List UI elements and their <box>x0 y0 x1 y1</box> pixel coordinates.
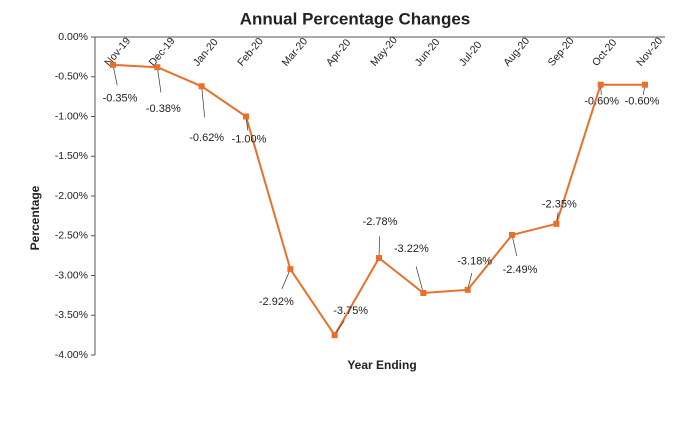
data-label: -1.00% <box>232 133 267 145</box>
x-axis-title: Year Ending <box>347 358 416 372</box>
data-point <box>110 61 116 68</box>
x-tick-label: Nov-19 <box>102 35 133 69</box>
y-tick-label: -0.50% <box>55 71 88 83</box>
x-tick-label: Aug-20 <box>501 35 532 69</box>
leader-line <box>112 64 118 86</box>
y-tick-label: 0.00% <box>58 31 88 43</box>
data-label: -2.49% <box>503 264 538 276</box>
leader-line <box>378 236 380 259</box>
data-point <box>331 332 338 339</box>
x-tick-label: Jan-20 <box>191 36 221 68</box>
y-tick-label: -3.00% <box>55 269 88 281</box>
x-tick-label: Dec-19 <box>147 35 178 69</box>
y-tick-label: -4.00% <box>55 349 88 361</box>
leader-line <box>156 67 162 93</box>
x-tick-label: Feb-20 <box>235 35 266 68</box>
x-tick-label: Oct-20 <box>590 37 620 69</box>
leader-line <box>201 86 206 118</box>
leader-line <box>511 234 518 257</box>
data-label: -2.78% <box>363 216 398 228</box>
data-point <box>243 113 249 120</box>
y-tick-label: -1.00% <box>55 110 88 122</box>
data-point <box>420 289 427 296</box>
x-tick-label: Jun-20 <box>413 36 443 68</box>
leader-line <box>415 266 424 294</box>
x-tick-label: Apr-20 <box>324 37 354 69</box>
x-tick-label: Sep-20 <box>546 35 577 69</box>
data-point <box>198 83 205 90</box>
data-point <box>464 286 471 293</box>
data-point <box>553 220 560 227</box>
y-tick-label: -1.50% <box>55 150 88 162</box>
x-tick-label: Jul-20 <box>457 39 485 69</box>
leader-line <box>281 269 291 290</box>
data-point <box>509 231 515 238</box>
y-tick-label: -2.50% <box>55 230 88 242</box>
data-label: -0.38% <box>146 103 181 115</box>
data-label: -3.75% <box>333 305 368 317</box>
data-label: -0.60% <box>584 96 619 108</box>
data-point <box>287 266 294 273</box>
y-tick-label: -2.00% <box>55 190 88 202</box>
data-point <box>154 64 161 71</box>
data-label: -2.92% <box>259 296 294 308</box>
x-tick-label: Nov-20 <box>634 35 665 69</box>
x-tick-label: Mar-20 <box>280 35 311 68</box>
y-tick-label: -3.50% <box>55 309 88 321</box>
data-label: -0.62% <box>189 132 224 144</box>
data-label: -3.18% <box>457 256 492 268</box>
data-label: -2.35% <box>542 199 577 211</box>
data-label: -0.35% <box>103 93 138 105</box>
data-label: -3.22% <box>394 243 429 255</box>
x-tick-label: May-20 <box>368 34 400 69</box>
y-axis-title: Percentage <box>28 185 42 250</box>
data-point <box>597 81 604 88</box>
data-point <box>376 255 382 262</box>
data-point <box>642 81 648 88</box>
data-label: -0.60% <box>625 96 660 108</box>
chart-title: Annual Percentage Changes <box>240 9 471 28</box>
